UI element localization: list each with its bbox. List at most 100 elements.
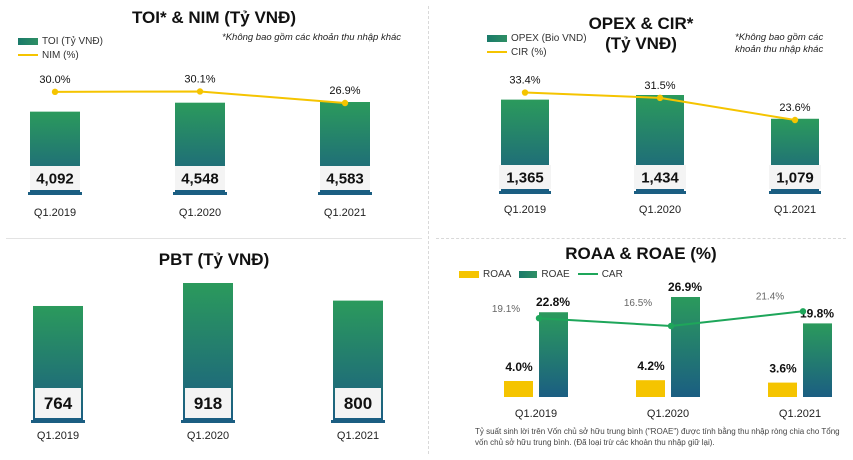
roaa-legend-label: ROAA (483, 268, 512, 280)
opex-legend: OPEX (Bio VND) CIR (%) (487, 31, 587, 59)
cir-legend-label: CIR (%) (511, 46, 547, 58)
bar-base (331, 420, 385, 423)
bar-value-label-box (769, 165, 821, 189)
line-point (791, 116, 799, 124)
opex-chart-svg: 1,365 Q1.2019 33.4% 1,434 Q1.2020 31.5% 1,079 Q… (499, 75, 821, 216)
opex-cir-panel: OPEX & CIR* (Tỷ VNĐ) OPEX (Bio VND) CIR … (429, 0, 853, 236)
bar-base (318, 192, 372, 195)
vertical-divider (428, 6, 429, 454)
line-point (521, 89, 529, 96)
pbt-chart-svg: 764 Q1.2019 918 Q1.2020 800 Q1.2021 (31, 283, 385, 442)
line-legend-swatch (18, 54, 38, 56)
x-tick-label: Q1.2019 (34, 207, 76, 219)
car-value-label: 19.1% (492, 304, 520, 315)
car-point (667, 322, 675, 330)
roae-bar (539, 312, 568, 397)
line-value-label: 31.5% (644, 80, 675, 92)
bar-legend-swatch (18, 37, 38, 45)
toi-legend: TOI (Tỷ VNĐ) NIM (%) (18, 34, 103, 62)
roae-value-label: 22.8% (536, 295, 570, 309)
bar-value-label: 4,092 (36, 170, 74, 187)
roaa-chart-title: ROAA & ROAE (%) (565, 244, 717, 263)
bar-value-label-box (175, 166, 225, 190)
line-value-label: 23.6% (779, 102, 810, 114)
bar-base (769, 191, 821, 194)
roaa-legend: ROAA ROAE CAR (459, 267, 623, 281)
car-value-label: 21.4% (756, 291, 784, 302)
toi-chart-svg: 4,092 Q1.2019 30.0% 4,548 Q1.2020 30.1% 4,583 Q… (28, 73, 372, 219)
bar-value-label-box (35, 388, 81, 418)
roaa-value-label: 4.0% (505, 360, 533, 374)
nim-legend-label: NIM (%) (42, 49, 79, 61)
line-point (656, 94, 664, 102)
line-point (51, 88, 59, 96)
roae-legend-label: ROAE (541, 268, 570, 280)
roae-value-label: 19.8% (800, 306, 834, 320)
line-value-label: 30.1% (184, 73, 215, 85)
pbt-chart-title: PBT (Tỷ VNĐ) (158, 250, 270, 269)
line-value-label: 26.9% (329, 85, 360, 97)
roaa-value-label: 3.6% (769, 362, 797, 376)
toi-chart-title: TOI* & NIM (Tỷ VNĐ) (131, 8, 297, 27)
toi-note: *Không bao gồm các khoản thu nhập khác (222, 32, 402, 43)
bar-value-label-box (320, 166, 370, 190)
bar-value-label: 764 (44, 394, 73, 413)
roae-bar (671, 297, 700, 397)
horizontal-divider-right (436, 238, 846, 239)
bar-value-label: 1,434 (641, 169, 679, 186)
bar-value-label: 800 (344, 394, 372, 413)
line-value-label: 33.4% (509, 75, 540, 87)
line-value-label: 30.0% (39, 74, 70, 86)
bar-value-label: 4,548 (181, 170, 219, 187)
opex-note: *Không bao gồm các khoản thu nhập khác (735, 32, 824, 55)
x-tick-label: Q1.2020 (179, 207, 221, 219)
bar-value-label-box (335, 388, 381, 418)
x-tick-label: Q1.2021 (324, 207, 366, 219)
x-tick-label: Q1.2019 (515, 408, 557, 420)
bar-value-label-box (30, 166, 80, 190)
bar-value-label: 1,365 (506, 169, 544, 186)
roae-value-label: 26.9% (668, 280, 702, 294)
roaa-bar (636, 380, 665, 397)
line-point (341, 99, 349, 107)
x-tick-label: Q1.2021 (779, 408, 821, 420)
roaa-chart-svg: 4.0% 22.8% Q1.2019 19.1% 4.2% 26.9% Q1.2020 16.… (492, 280, 835, 420)
car-legend-swatch (577, 273, 598, 275)
opex-legend-label: OPEX (Bio VND) (511, 32, 587, 44)
x-tick-label: Q1.2020 (187, 430, 229, 442)
roaa-legend-swatch (459, 270, 479, 278)
bar-base (28, 192, 82, 195)
x-tick-label: Q1.2021 (337, 430, 379, 442)
toi-nim-panel: TOI* & NIM (Tỷ VNĐ) TOI (Tỷ VNĐ) NIM (%)… (0, 0, 428, 236)
roae-bar (803, 323, 832, 397)
bar-base (634, 191, 686, 194)
bar-value-label: 918 (194, 394, 222, 413)
bar-base (31, 420, 85, 423)
bar-legend-swatch (487, 34, 507, 42)
roae-footnote: Tỷ suất sinh lời trên Vốn chủ sở hữu tru… (475, 427, 840, 447)
roaa-roae-panel: ROAA & ROAE (%) ROAA ROAE CAR 4.0% 22.8% Q… (429, 240, 853, 460)
roaa-bar (504, 381, 533, 397)
toi-legend-label: TOI (Tỷ VNĐ) (42, 35, 103, 47)
bar-value-label: 4,583 (326, 170, 364, 187)
bar-value-label: 1,079 (776, 169, 814, 186)
car-value-label: 16.5% (624, 298, 652, 309)
roaa-value-label: 4.2% (637, 359, 665, 373)
x-tick-label: Q1.2020 (639, 204, 681, 216)
car-point (799, 308, 807, 315)
line-point (196, 88, 204, 95)
bar-value-label-box (185, 388, 231, 418)
bar-base (173, 192, 227, 195)
bar-base (181, 420, 235, 423)
bar-value-label-box (634, 165, 686, 189)
car-point (535, 315, 543, 322)
car-legend-label: CAR (601, 268, 623, 280)
opex-chart-title: OPEX & CIR* (Tỷ VNĐ) (588, 14, 694, 53)
roaa-bar (768, 382, 797, 397)
x-tick-label: Q1.2020 (647, 408, 689, 420)
bar-value-label-box (499, 165, 551, 189)
x-tick-label: Q1.2021 (774, 204, 816, 216)
x-tick-label: Q1.2019 (504, 204, 546, 216)
x-tick-label: Q1.2019 (37, 430, 79, 442)
